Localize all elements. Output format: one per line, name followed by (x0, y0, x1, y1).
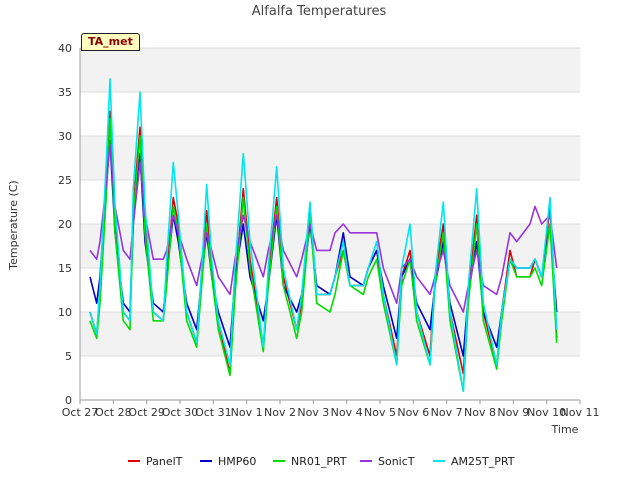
x-tick-label: Oct 28 (95, 406, 132, 419)
x-tick-label: Nov 11 (561, 406, 600, 419)
x-tick-label: Nov 4 (331, 406, 363, 419)
x-tick-label: Nov 9 (497, 406, 529, 419)
legend-label: HMP60 (218, 455, 256, 468)
series-line-sonict (89, 144, 558, 313)
x-tick-label: Nov 3 (297, 406, 329, 419)
legend: PanelT HMP60 NR01_PRT SonicT AM25T_PRT (128, 455, 515, 468)
x-tick-label: Nov 10 (527, 406, 566, 419)
legend-item-nr01_prt: NR01_PRT (273, 455, 347, 468)
x-tick-label: Nov 7 (431, 406, 463, 419)
plot-band (80, 48, 580, 92)
x-tick-label: Nov 8 (464, 406, 496, 419)
series-line-am25t_prt (89, 78, 558, 393)
x-tick-label: Nov 6 (397, 406, 429, 419)
y-tick-label: 15 (58, 262, 72, 275)
x-tick-label: Oct 31 (195, 406, 232, 419)
legend-label: NR01_PRT (291, 455, 347, 468)
series-lines (89, 78, 558, 393)
legend-label: SonicT (378, 455, 415, 468)
x-tick-label: Oct 27 (62, 406, 99, 419)
plot-band (80, 136, 580, 180)
plot-band (80, 224, 580, 268)
x-axis-label: Time (551, 423, 579, 436)
x-tick-label: Nov 5 (364, 406, 396, 419)
y-tick-label: 25 (58, 174, 72, 187)
legend-item-hmp60: HMP60 (200, 455, 256, 468)
y-tick-label: 30 (58, 130, 72, 143)
y-tick-label: 0 (65, 394, 72, 407)
series-line-nr01_prt (89, 117, 558, 393)
legend-item-am25t_prt: AM25T_PRT (433, 455, 515, 468)
legend-label: PanelT (146, 455, 183, 468)
y-tick-label: 40 (58, 42, 72, 55)
plot-band (80, 312, 580, 356)
x-tick-label: Oct 30 (162, 406, 199, 419)
y-tick-label: 35 (58, 86, 72, 99)
x-tick-label: Nov 1 (231, 406, 263, 419)
station-badge: TA_met (81, 33, 140, 51)
y-axis-label: Temperature (C) (7, 180, 20, 270)
x-tick-label: Oct 29 (128, 406, 165, 419)
y-tick-label: 20 (58, 218, 72, 231)
y-tick-label: 5 (65, 350, 72, 363)
y-tick-label: 10 (58, 306, 72, 319)
chart-title: Alfalfa Temperatures (252, 4, 387, 19)
legend-item-panelt: PanelT (128, 455, 183, 468)
legend-item-sonict: SonicT (360, 455, 415, 468)
legend-label: AM25T_PRT (451, 455, 515, 468)
x-tick-label: Nov 2 (264, 406, 296, 419)
